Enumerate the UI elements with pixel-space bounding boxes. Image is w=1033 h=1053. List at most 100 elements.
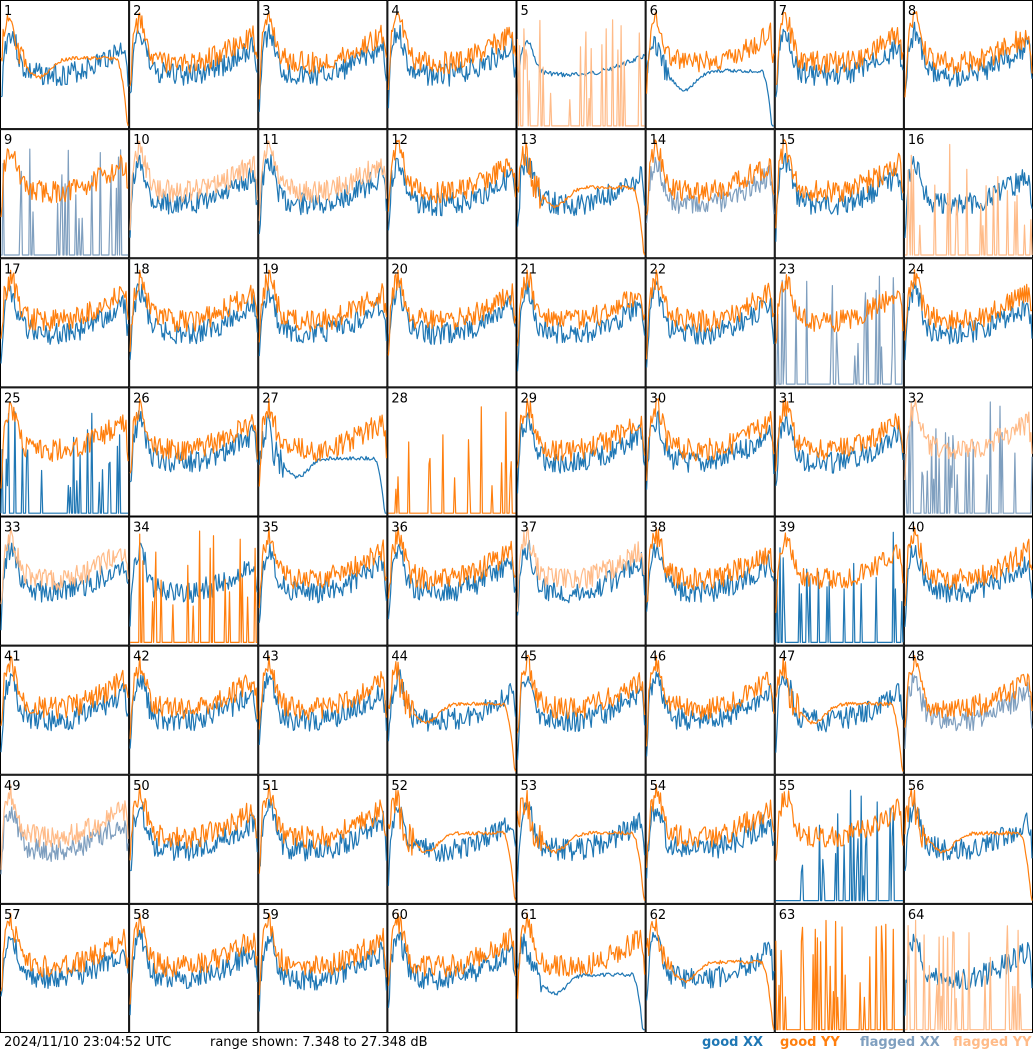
panel-label: 59: [262, 908, 279, 923]
panel-label: 2: [133, 4, 141, 19]
panel-label: 41: [4, 650, 21, 665]
panel-label: 10: [133, 133, 150, 148]
series-yy: [516, 398, 646, 468]
series-xx: [775, 28, 904, 98]
panel-label: 33: [4, 521, 21, 536]
panel-label: 58: [133, 908, 150, 923]
series-yy: [775, 274, 904, 344]
series-yy: [646, 139, 775, 216]
series-xx: [646, 805, 775, 879]
series-yy: [258, 12, 387, 100]
panel-24: 24: [903, 258, 1033, 388]
panel-48: 48: [903, 645, 1033, 775]
series-xx: [129, 801, 258, 872]
series-yy: [516, 269, 646, 347]
panel-label: 5: [521, 4, 529, 19]
series-xx: [775, 275, 904, 385]
series-xx: [258, 154, 387, 235]
panel-label: 1: [4, 4, 12, 19]
panel-28: 28: [387, 387, 517, 517]
series-yy: [258, 526, 387, 609]
panel-frame: [258, 516, 388, 646]
panel-label: 6: [650, 4, 658, 19]
panel-label: 42: [133, 650, 150, 665]
series-yy: [516, 912, 646, 999]
panel-45: 45: [516, 645, 646, 775]
panel-label: 40: [908, 521, 925, 536]
series-yy: [0, 784, 129, 870]
panel-label: 30: [650, 391, 667, 406]
series-yy: [130, 530, 258, 643]
panel-22: 22: [645, 258, 775, 388]
series-xx: [516, 933, 645, 1031]
panel-label: 12: [391, 133, 408, 148]
series-xx: [129, 28, 258, 94]
panel-label: 8: [908, 4, 916, 19]
panel-label: 45: [521, 650, 538, 665]
panel-41: 41: [0, 645, 130, 775]
panel-label: 43: [262, 650, 279, 665]
series-yy: [775, 657, 904, 772]
series-yy: [516, 142, 646, 256]
panel-31: 31: [774, 387, 904, 517]
series-yy: [387, 912, 517, 986]
panel-label: 46: [650, 650, 667, 665]
panel-14: 14: [645, 129, 775, 259]
series-yy: [129, 269, 258, 352]
series-xx: [516, 675, 646, 761]
panel-33: 33: [0, 516, 130, 646]
panel-55: 55: [774, 774, 904, 904]
panel-32: 32: [903, 387, 1033, 517]
panel-frame: [774, 645, 904, 775]
panel-26: 26: [129, 387, 259, 517]
panel-label: 63: [779, 908, 796, 923]
panel-frame: [774, 774, 904, 904]
panel-label: 44: [391, 650, 408, 665]
panel-11: 11: [258, 129, 388, 259]
series-yy: [258, 655, 387, 730]
series-xx: [516, 412, 646, 494]
series-yy: [0, 912, 129, 992]
panel-label: 49: [4, 779, 21, 794]
series-yy: [258, 140, 387, 221]
panel-label: 11: [262, 133, 279, 148]
series-xx: [0, 411, 129, 514]
series-yy: [258, 784, 387, 874]
panel-label: 27: [262, 391, 279, 406]
series-xx: [258, 930, 387, 1012]
panel-label: 14: [650, 133, 667, 148]
panel-label: 55: [779, 779, 796, 794]
series-xx: [775, 412, 904, 487]
panel-frame: [387, 258, 517, 388]
series-xx: [0, 284, 129, 364]
panel-label: 47: [779, 650, 796, 665]
panel-label: 48: [908, 650, 925, 665]
panel-5: 5: [516, 0, 646, 130]
series-xx: [1, 148, 129, 256]
series-yy: [646, 526, 775, 603]
panel-frame: [645, 129, 775, 259]
panel-3: 3: [258, 0, 388, 130]
panel-34: 34: [129, 516, 259, 646]
panel-label: 29: [521, 391, 538, 406]
panel-7: 7: [774, 0, 904, 130]
panel-label: 3: [262, 4, 270, 19]
series-yy: [775, 790, 904, 861]
panel-frame: [258, 774, 388, 904]
series-xx: [904, 545, 1033, 627]
panel-10: 10: [129, 129, 259, 259]
series-xx: [129, 542, 258, 627]
series-xx: [516, 280, 646, 372]
series-yy: [775, 397, 904, 472]
panel-label: 18: [133, 262, 150, 277]
panel-label: 56: [908, 779, 925, 794]
panel-39: 39: [774, 516, 904, 646]
panel-label: 15: [779, 133, 796, 148]
series-xx: [904, 281, 1033, 361]
panel-36: 36: [387, 516, 517, 646]
panel-52: 52: [387, 774, 517, 904]
panel-12: 12: [387, 129, 517, 259]
panel-1: 1: [0, 0, 130, 130]
footer: 2024/11/10 23:04:52 UTC range shown: 7.3…: [0, 1033, 1033, 1053]
panel-label: 16: [908, 133, 925, 148]
